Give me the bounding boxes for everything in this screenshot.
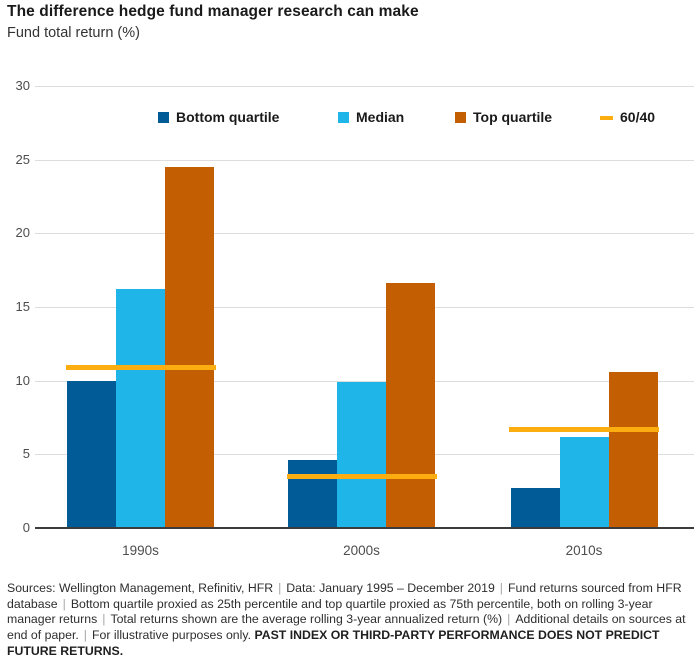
x-axis-tick-2000s: 2000s: [343, 543, 380, 558]
bar-median-1990s: [116, 289, 165, 528]
legend-label: 60/40: [620, 109, 656, 125]
footnote-separator: |: [499, 581, 503, 595]
footnote-separator: |: [83, 628, 87, 643]
footnote-part: Bottom quartile proxied as 25th percenti…: [7, 596, 653, 627]
bar-median-2010s: [559, 436, 609, 528]
footnote-part: Additional details on sources at end of …: [7, 612, 686, 643]
legend-label: Median: [356, 109, 405, 125]
gridline-y15: [35, 307, 694, 308]
x-axis-tick-2010s: 2010s: [565, 543, 603, 558]
bar-top-quartile-2000s: [386, 283, 435, 528]
footnote-part: Fund returns sourced from HFR database: [7, 581, 682, 611]
footnote-separator: |: [62, 596, 66, 611]
y-axis-tick-15: 15: [15, 299, 30, 314]
y-axis-tick-10: 10: [15, 372, 30, 388]
chart-subtitle: Fund total return (%): [7, 25, 140, 41]
x-axis-baseline: [35, 527, 694, 529]
legend-label: Top quartile: [473, 109, 553, 125]
legend-item-top-quartile: Top quartile: [455, 109, 552, 125]
footnote-disclaimer-bold: PAST INDEX OR THIRD-PARTY PERFORMANCE DO…: [7, 628, 660, 658]
line-marker-60-40-2010s: [509, 426, 659, 432]
legend-label: Bottom quartile: [176, 109, 280, 125]
line-marker-60-40-2000s: [286, 473, 437, 479]
gridline-y25: [35, 159, 694, 161]
footnote-part: For illustrative purposes only.: [92, 628, 252, 643]
footnote-part: Total returns shown are the average roll…: [110, 612, 503, 627]
legend-swatch-icon: [455, 112, 466, 123]
footnote-part: Sources: Wellington Management, Refiniti…: [7, 581, 274, 595]
y-axis-tick-5: 5: [22, 446, 30, 462]
x-axis-tick-1990s: 1990s: [122, 543, 159, 558]
gridline-y20: [35, 233, 694, 235]
footnote-part: Data: January 1995 – December 2019: [286, 581, 495, 595]
y-axis-tick-20: 20: [15, 225, 30, 241]
legend-swatch-icon: [338, 112, 349, 123]
bar-median-2000s: [337, 382, 386, 528]
bar-bottom-quartile-1990s: [67, 380, 116, 528]
y-axis-tick-25: 25: [15, 151, 30, 167]
legend-item-60-40: 60/40: [600, 109, 655, 125]
footnote-separator: |: [278, 581, 282, 595]
footnote-separator: |: [102, 612, 106, 627]
gridline-y10: [35, 380, 694, 382]
chart-title: The difference hedge fund manager resear…: [7, 3, 419, 20]
bar-bottom-quartile-2010s: [510, 488, 560, 528]
gridline-y30: [35, 86, 694, 87]
footnote: Sources: Wellington Management, Refiniti…: [7, 581, 695, 660]
bar-bottom-quartile-2000s: [288, 460, 337, 528]
legend-item-median: Median: [338, 109, 404, 125]
y-axis-tick-30: 30: [15, 78, 30, 93]
line-marker-60-40-1990s: [65, 364, 216, 370]
legend-swatch-icon: [158, 112, 169, 123]
legend-dash-icon: [600, 116, 613, 120]
bar-top-quartile-2010s: [608, 371, 658, 528]
footnote-separator: |: [507, 612, 511, 627]
y-axis-tick-0: 0: [22, 520, 30, 535]
legend-item-bottom-quartile: Bottom quartile: [158, 109, 279, 125]
bar-top-quartile-1990s: [165, 167, 214, 528]
